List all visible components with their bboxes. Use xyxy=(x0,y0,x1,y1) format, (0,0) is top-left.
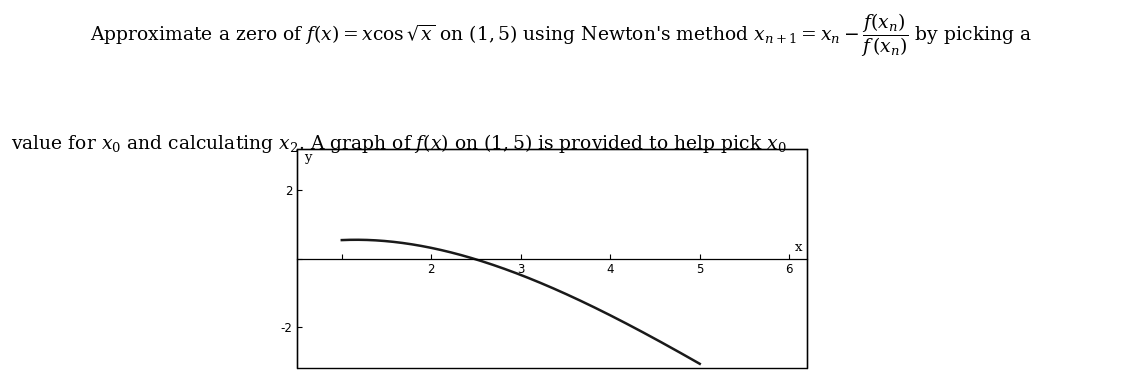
Text: x: x xyxy=(795,241,803,254)
Bar xyxy=(297,149,807,368)
Text: y: y xyxy=(304,151,312,164)
Text: Approximate a zero of $f(x) = x\cos\sqrt{x}$ on $(1,5)$ using Newton's method $x: Approximate a zero of $f(x) = x\cos\sqrt… xyxy=(90,11,1031,59)
Text: value for $x_0$ and calculating $x_2$. A graph of $f(x)$ on $(1,5)$ is provided : value for $x_0$ and calculating $x_2$. A… xyxy=(11,132,787,155)
